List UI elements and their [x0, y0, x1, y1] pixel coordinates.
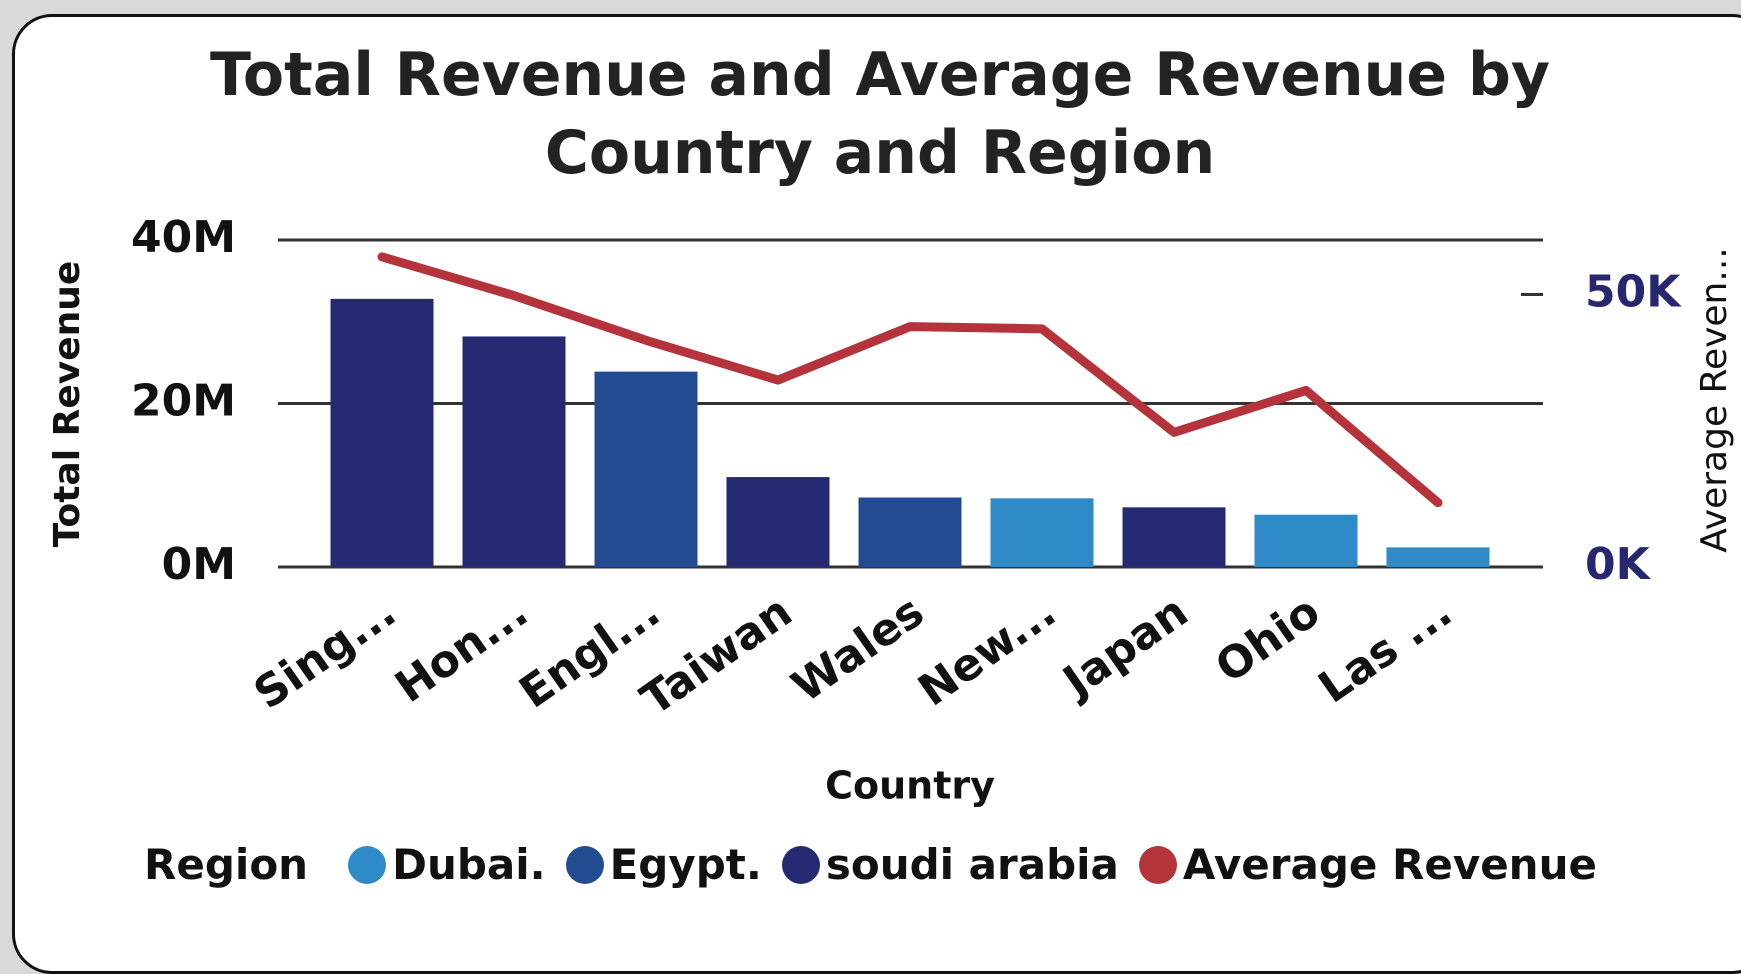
- legend-label: soudi arabia: [825, 840, 1119, 889]
- legend-swatch: [1138, 845, 1177, 884]
- bar: [594, 371, 698, 567]
- page: Total Revenue and Average Revenue by Cou…: [0, 14, 1741, 974]
- x-tick-label: Ohio: [1207, 586, 1330, 693]
- x-tick-label: Hon...: [386, 586, 537, 713]
- legend-label: Average Revenue: [1182, 840, 1597, 889]
- x-tick-label: New...: [909, 586, 1065, 716]
- y-tick-label: 0M: [162, 539, 236, 590]
- chart-title: Total Revenue and Average Revenue by Cou…: [209, 40, 1551, 188]
- y-tick-label: 40M: [131, 212, 236, 263]
- bar: [858, 497, 962, 567]
- x-tick-label: Sing...: [245, 586, 405, 719]
- legend-item: Egypt.: [565, 840, 762, 889]
- bar: [330, 298, 434, 567]
- y2-axis-title: Average Reven...: [1694, 247, 1735, 552]
- legend-item: soudi arabia: [781, 840, 1119, 889]
- x-tick-label: Las ...: [1310, 586, 1462, 713]
- line: [377, 252, 1443, 508]
- x-axis-title: Country: [825, 764, 995, 808]
- legend: Region Dubai. Egypt. soudi arabia Average R…: [0, 840, 1741, 889]
- legend-label: Dubai.: [392, 840, 546, 889]
- bar: [462, 336, 566, 567]
- chart: 0M 20M 40M 0K 50K Total Revenue Average Reven.…: [47, 212, 1735, 808]
- bar: [1122, 507, 1226, 567]
- bar: [726, 477, 830, 567]
- legend-item: Dubai.: [348, 840, 546, 889]
- legend-swatch: [781, 845, 820, 884]
- bar: [1254, 514, 1358, 567]
- legend-item: Average Revenue: [1138, 840, 1597, 889]
- legend-title: Region: [144, 840, 309, 889]
- y-axis-title: Total Revenue: [47, 261, 88, 548]
- y2-tick-label: 50K: [1585, 267, 1682, 318]
- y-tick-label: 20M: [131, 376, 236, 427]
- x-tick-label: Wales: [783, 586, 933, 713]
- card: [12, 14, 1741, 974]
- legend-swatch: [348, 845, 387, 884]
- legend-swatch: [565, 845, 604, 884]
- x-tick-label: Japan: [1052, 586, 1197, 709]
- y2-tick-label: 0K: [1585, 539, 1652, 590]
- legend-label: Egypt.: [609, 840, 762, 889]
- bar: [1386, 547, 1490, 567]
- bar: [990, 498, 1094, 567]
- x-tick-label: Taiwan: [632, 586, 801, 726]
